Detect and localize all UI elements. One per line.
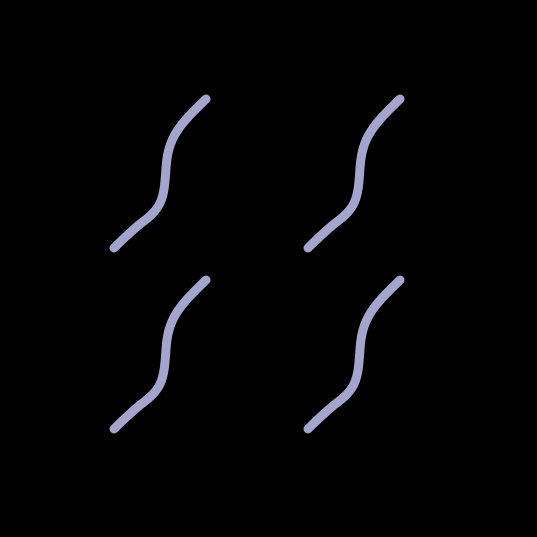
squiggle-top-right-stroke	[303, 94, 405, 253]
squiggle-bottom-right	[303, 275, 405, 434]
squiggle-bottom-left-stroke	[109, 275, 211, 434]
squiggle-bottom-right-stroke	[303, 275, 405, 434]
squiggle-top-left-stroke	[109, 94, 211, 253]
squiggle-top-right	[303, 94, 405, 253]
squiggle-bottom-left	[109, 275, 211, 434]
squiggle-top-left	[109, 94, 211, 253]
